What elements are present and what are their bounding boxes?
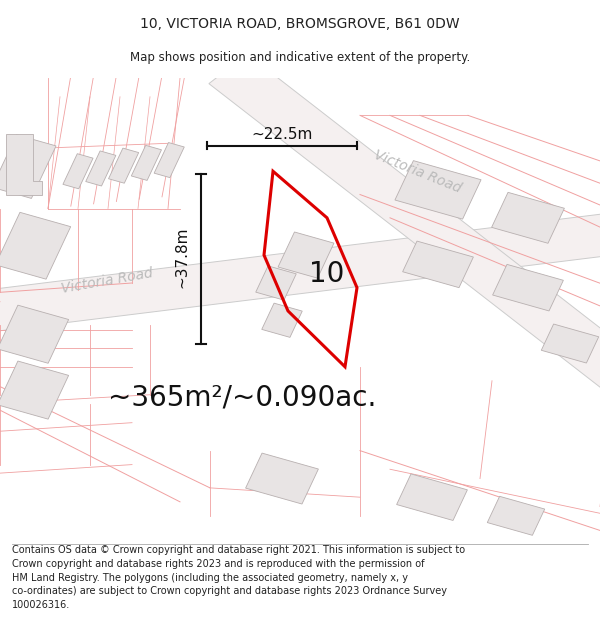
Polygon shape xyxy=(278,232,334,278)
Polygon shape xyxy=(403,241,473,288)
Polygon shape xyxy=(154,142,184,177)
Polygon shape xyxy=(0,135,56,198)
Polygon shape xyxy=(256,266,296,300)
Polygon shape xyxy=(86,151,116,186)
Text: ~37.8m: ~37.8m xyxy=(174,227,189,288)
Text: 10, VICTORIA ROAD, BROMSGROVE, B61 0DW: 10, VICTORIA ROAD, BROMSGROVE, B61 0DW xyxy=(140,17,460,31)
Polygon shape xyxy=(109,148,139,183)
Polygon shape xyxy=(245,453,319,504)
Text: Victoria Road: Victoria Road xyxy=(372,148,463,195)
Polygon shape xyxy=(493,264,563,311)
Text: Contains OS data © Crown copyright and database right 2021. This information is : Contains OS data © Crown copyright and d… xyxy=(12,546,465,610)
Text: Victoria Road: Victoria Road xyxy=(60,266,154,296)
Text: ~22.5m: ~22.5m xyxy=(251,127,313,142)
Polygon shape xyxy=(209,54,600,396)
Polygon shape xyxy=(63,154,93,189)
Polygon shape xyxy=(6,134,42,194)
Text: 10: 10 xyxy=(310,260,344,288)
Polygon shape xyxy=(487,496,545,535)
Text: Map shows position and indicative extent of the property.: Map shows position and indicative extent… xyxy=(130,51,470,64)
Polygon shape xyxy=(262,303,302,338)
Polygon shape xyxy=(395,161,481,219)
Polygon shape xyxy=(0,361,68,419)
Polygon shape xyxy=(541,324,599,363)
Polygon shape xyxy=(491,192,565,243)
Polygon shape xyxy=(0,213,71,279)
Polygon shape xyxy=(0,305,68,363)
Polygon shape xyxy=(131,146,161,181)
Text: ~365m²/~0.090ac.: ~365m²/~0.090ac. xyxy=(108,383,376,411)
Polygon shape xyxy=(0,211,600,334)
Polygon shape xyxy=(397,474,467,521)
